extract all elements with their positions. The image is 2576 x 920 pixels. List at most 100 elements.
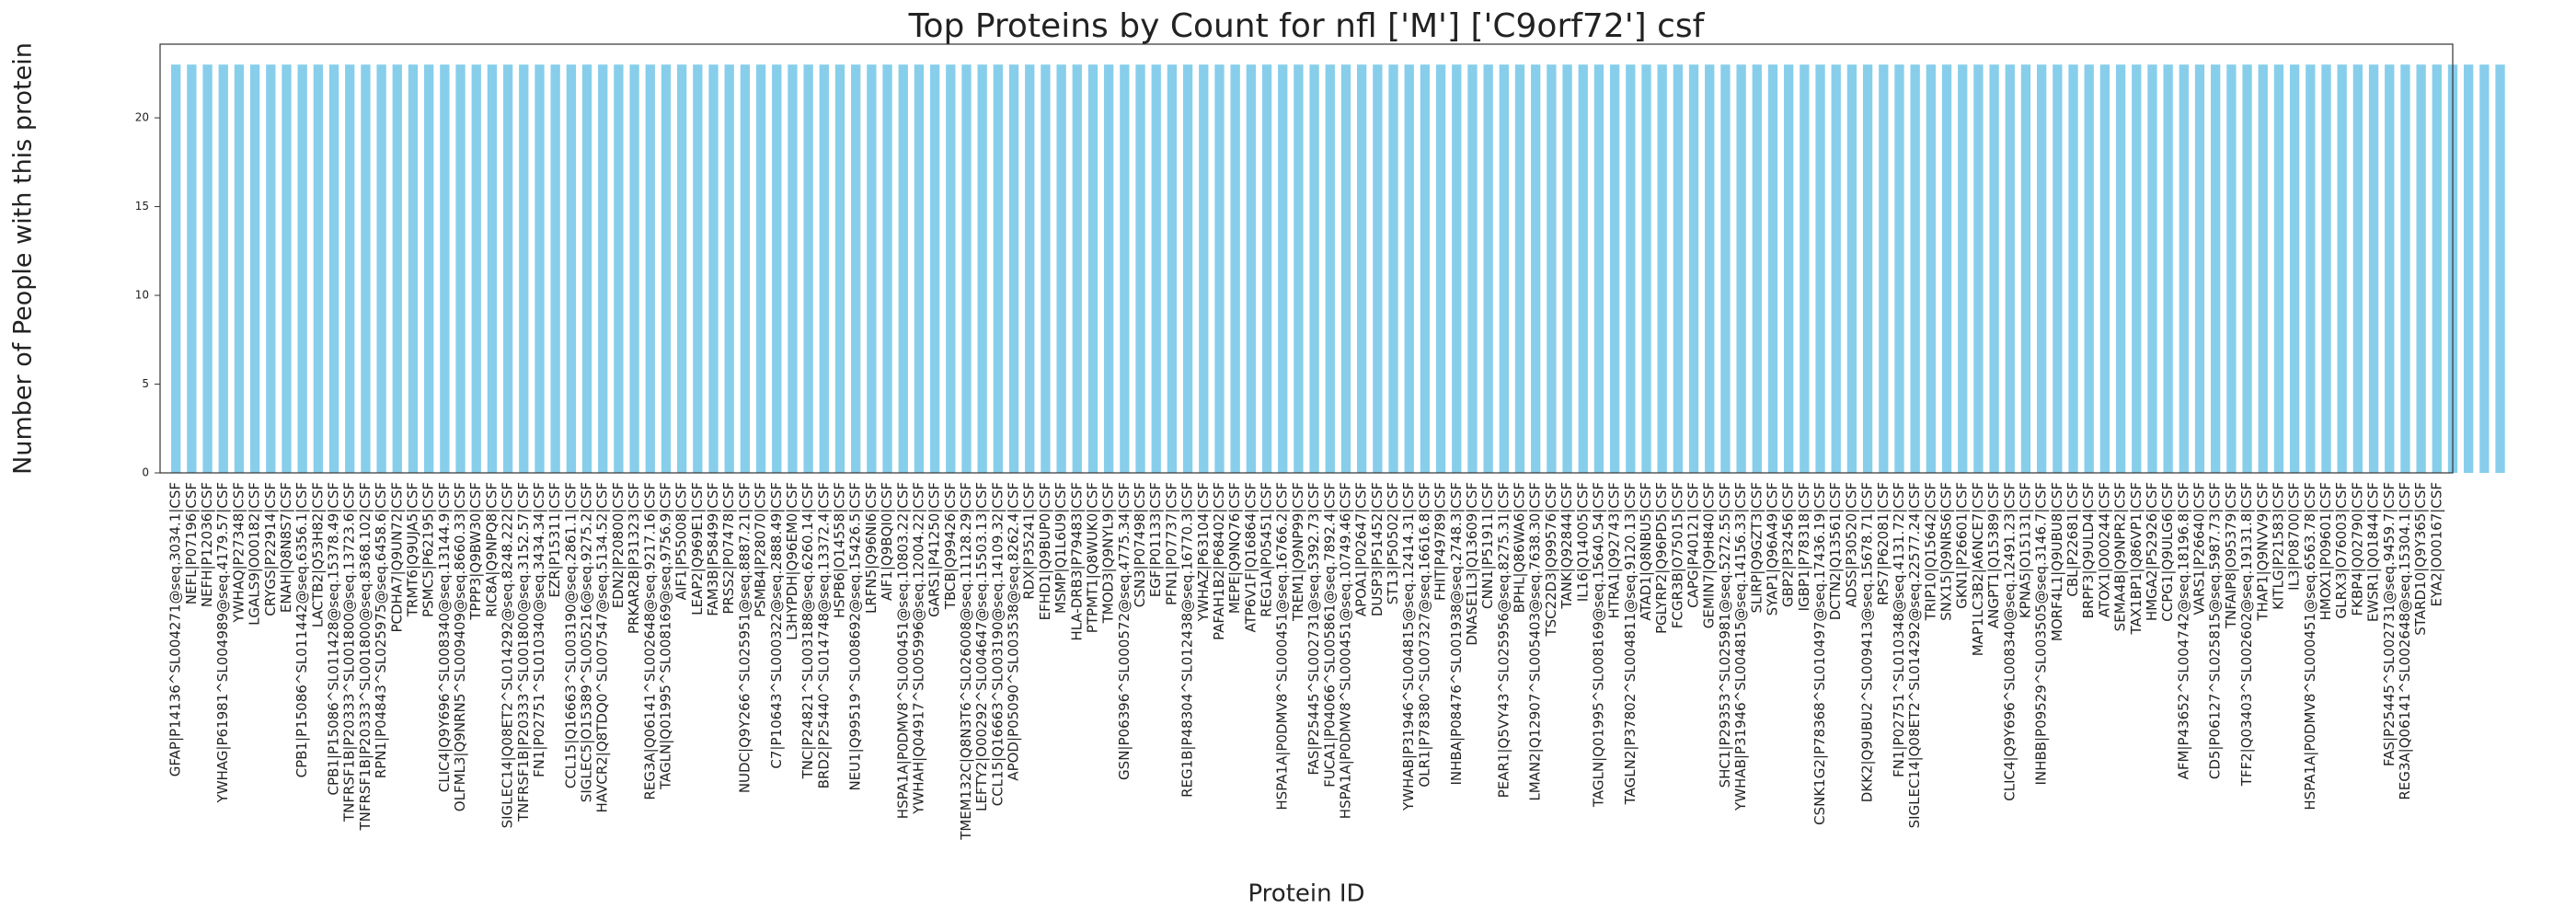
x-tick-label: IL3|P08700|CSF bbox=[2286, 482, 2303, 591]
bar bbox=[282, 64, 292, 473]
x-tick-label: LEFTY2|O00292^SL004647@seq.15503.13|CSF bbox=[973, 482, 990, 811]
x-tick-label: MORF4L1|Q9UBU8|CSF bbox=[2049, 482, 2065, 641]
x-tick-label: LMAN2|Q12907^SL005403@seq.7638.30|CSF bbox=[1527, 482, 1544, 801]
x-tick-label: RPN1|P04843^SL025975@seq.6458.6|CSF bbox=[373, 482, 389, 778]
bar bbox=[1547, 64, 1557, 473]
bar bbox=[645, 64, 655, 473]
x-tick-label: TREM1|Q9NP99|CSF bbox=[1290, 482, 1306, 622]
bar bbox=[2020, 64, 2031, 473]
x-tick-label: TNFAIP8|O95379|CSF bbox=[2223, 482, 2239, 629]
x-tick-label: ANGPT1|Q15389|CSF bbox=[1985, 482, 2002, 628]
bar bbox=[724, 64, 734, 473]
bar bbox=[2416, 64, 2426, 473]
x-tick-label: PEAR1|Q5VY43^SL025956@seq.8275.31|CSF bbox=[1495, 482, 1512, 798]
x-tick-label: HSPA1A|P0DMV8^SL000451@seq.10803.22|CSF bbox=[894, 482, 911, 819]
x-tick-label: PSMB4|P28070|CSF bbox=[753, 482, 769, 617]
x-tick-label: CNN1|P51911|CSF bbox=[1479, 482, 1496, 609]
bar bbox=[867, 64, 877, 473]
bar bbox=[1420, 64, 1431, 473]
x-tick-label: ENAH|Q8N8S7|CSF bbox=[278, 482, 294, 613]
x-tick-label: PCDHA7|Q9UN72|CSF bbox=[388, 482, 405, 633]
bar bbox=[1815, 64, 1825, 473]
x-tick-label: TANK|Q92844|CSF bbox=[1558, 482, 1575, 610]
x-tick-label: OLFML3|Q9NRN5^SL009409@seq.8660.33|CSF bbox=[452, 482, 468, 811]
x-tick-label: STARD10|Q9Y365|CSF bbox=[2412, 482, 2429, 636]
bar bbox=[1926, 64, 1937, 473]
bar bbox=[1435, 64, 1446, 473]
bar bbox=[661, 64, 672, 473]
bar bbox=[187, 64, 197, 473]
bar bbox=[1246, 64, 1257, 473]
bar bbox=[1104, 64, 1114, 473]
x-tick-label: VARS1|P26640|CSF bbox=[2191, 482, 2208, 615]
bar bbox=[1657, 64, 1667, 473]
bar bbox=[1182, 64, 1193, 473]
x-tick-label: NUDC|Q9Y266^SL025951@seq.8887.21|CSF bbox=[736, 482, 753, 793]
x-tick-label: TAGLN2|P37802^SL004811@seq.9120.13|CSF bbox=[1622, 482, 1639, 805]
bar bbox=[2495, 64, 2505, 473]
bar bbox=[1641, 64, 1651, 473]
x-tick-label: L3HYPDH|Q96EM0|CSF bbox=[784, 482, 800, 640]
x-tick-label: NEU1|Q99519^SL008692@seq.15426.5|CSF bbox=[847, 482, 864, 791]
x-tick-label: CD5|P06127^SL025815@seq.5987.73|CSF bbox=[2207, 482, 2224, 779]
x-tick-label: BRD2|P25440^SL014748@seq.13372.4|CSF bbox=[815, 482, 832, 788]
x-tick-label: FN1|P02751^SL010340@seq.3434.34|CSF bbox=[531, 482, 547, 777]
bar bbox=[2179, 64, 2189, 473]
x-tick-label: TAGLN|Q01995^SL008169@seq.9756.9|CSF bbox=[657, 482, 673, 790]
x-tick-label: EYA2|O00167|CSF bbox=[2428, 482, 2444, 607]
x-tick-label: ATP6V1F|Q16864|CSF bbox=[1242, 482, 1259, 633]
bar bbox=[1531, 64, 1541, 473]
bar bbox=[1008, 64, 1019, 473]
x-tick-label: YWHAQ|P27348|CSF bbox=[230, 482, 247, 624]
x-tick-label: FUCA1|P04066^SL005861@seq.7892.4|CSF bbox=[1321, 482, 1338, 788]
x-tick-label: YWHAB|P31946^SL004815@seq.14156.33|CSF bbox=[1732, 482, 1749, 811]
bar bbox=[1373, 64, 1383, 473]
bar bbox=[1752, 64, 1762, 473]
bar bbox=[2352, 64, 2363, 473]
bar bbox=[1499, 64, 1509, 473]
y-tick-label: 10 bbox=[135, 289, 149, 302]
bar bbox=[614, 64, 624, 473]
bar bbox=[755, 64, 766, 473]
x-tick-label: CSNK1G2|P78368^SL010497@seq.17436.19|CSF bbox=[1811, 482, 1828, 825]
x-tick-label: LACTB2|Q53H82|CSF bbox=[309, 482, 326, 627]
bar bbox=[993, 64, 1004, 473]
x-tick-label: CRYGS|P22914|CSF bbox=[262, 482, 279, 616]
x-tick-label: EZR|P15311|CSF bbox=[546, 482, 563, 598]
x-tick-label: LRFN5|Q96NI6|CSF bbox=[863, 482, 880, 614]
x-tick-label: KITLG|P21583|CSF bbox=[2270, 482, 2286, 610]
x-tick-label: EFHD1|Q9BUP0|CSF bbox=[1037, 482, 1053, 620]
bar bbox=[1230, 64, 1240, 473]
x-tick-label: HLA-DRB3|P79483|CSF bbox=[1068, 482, 1085, 641]
x-tick-label: TSC22D3|Q99576|CSF bbox=[1543, 482, 1559, 638]
bar bbox=[455, 64, 466, 473]
bar bbox=[266, 64, 276, 473]
bar bbox=[2400, 64, 2410, 473]
x-tick-label: EDN2|P20800|CSF bbox=[610, 482, 627, 608]
x-tick-label: HSPA1A|P0DMV8^SL000451@seq.10749.46|CSF bbox=[1337, 482, 1353, 819]
bar bbox=[566, 64, 576, 473]
x-tick-label: SHC1|P29353^SL025981@seq.5272.55|CSF bbox=[1717, 482, 1733, 788]
x-tick-label: APOA1|P02647|CSF bbox=[1353, 482, 1370, 616]
plot-frame bbox=[159, 43, 2454, 474]
bar bbox=[345, 64, 355, 473]
x-tick-label: RPS7|P62081|CSF bbox=[1875, 482, 1892, 605]
x-tick-label: TRMT6|Q9UJA5|CSF bbox=[404, 482, 420, 617]
x-tick-label: TNFRSF1B|P20333^SL001800@seq.13723.6|CSF bbox=[341, 482, 358, 822]
bar bbox=[1720, 64, 1731, 473]
bar bbox=[772, 64, 782, 473]
x-tick-label: TRIP10|Q15642|CSF bbox=[1922, 482, 1938, 621]
bar bbox=[2242, 64, 2252, 473]
bar bbox=[1072, 64, 1082, 473]
chart-title: Top Proteins by Count for nfl ['M'] ['C9… bbox=[908, 7, 1706, 45]
x-tick-label: MEPE|Q9NQ76|CSF bbox=[1226, 482, 1243, 614]
bar bbox=[471, 64, 481, 473]
x-tick-label: EGF|P01133|CSF bbox=[1147, 482, 1164, 597]
x-tick-label: HSPB6|O14558|CSF bbox=[832, 482, 848, 618]
bar bbox=[598, 64, 608, 473]
x-tick-label: FHIT|P49789|CSF bbox=[1432, 482, 1449, 601]
bar bbox=[1325, 64, 1335, 473]
bar bbox=[328, 64, 339, 473]
bar bbox=[1214, 64, 1225, 473]
bar bbox=[234, 64, 245, 473]
